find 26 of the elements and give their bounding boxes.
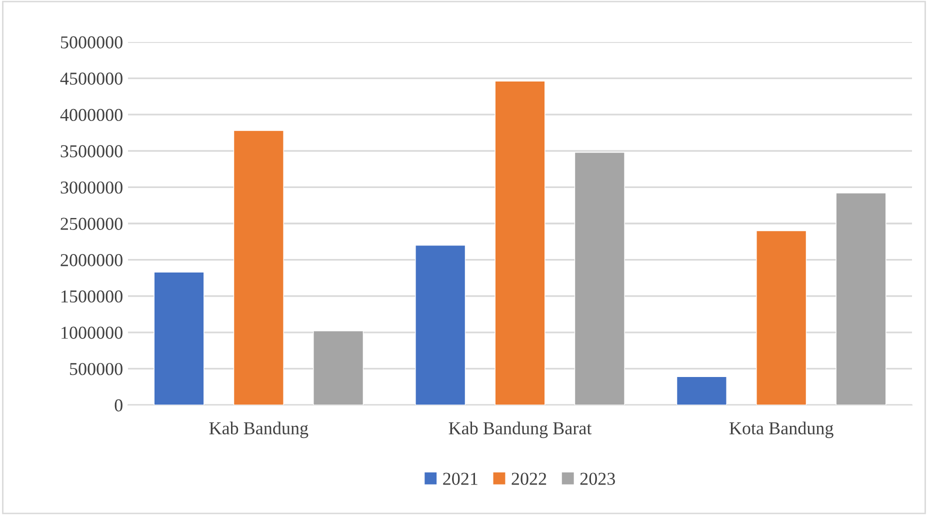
y-tick-label: 3500000 <box>60 145 122 158</box>
y-tick-label: 1500000 <box>62 290 122 303</box>
legend-label: 2023 <box>580 472 615 485</box>
bar <box>233 130 284 405</box>
y-tick-label: 4000000 <box>60 108 122 122</box>
y-tick-label: 4500000 <box>60 72 122 85</box>
y-tick-label: 3000000 <box>60 181 122 194</box>
x-tick-label: Kab Bandung Barat <box>448 422 592 438</box>
x-tick-label: Kab Bandung <box>209 422 308 438</box>
bar <box>574 152 625 405</box>
bar <box>676 376 727 405</box>
y-tick-label: 1000000 <box>62 326 122 339</box>
x-tick-label: Kota Bandung <box>729 422 834 438</box>
legend-label: 2021 <box>443 472 478 485</box>
bar <box>154 272 204 405</box>
bar <box>415 244 466 405</box>
bar <box>494 80 546 405</box>
y-tick-label: 2500000 <box>60 218 122 230</box>
y-tick-label: 500000 <box>70 362 122 376</box>
bar <box>313 330 364 405</box>
legend-label: 2022 <box>512 472 546 485</box>
bar <box>836 192 886 405</box>
y-tick-label: 0 <box>114 399 122 412</box>
y-tick-label: 2000000 <box>60 254 122 266</box>
bar <box>756 230 807 405</box>
y-tick-label: 5000000 <box>60 36 122 48</box>
